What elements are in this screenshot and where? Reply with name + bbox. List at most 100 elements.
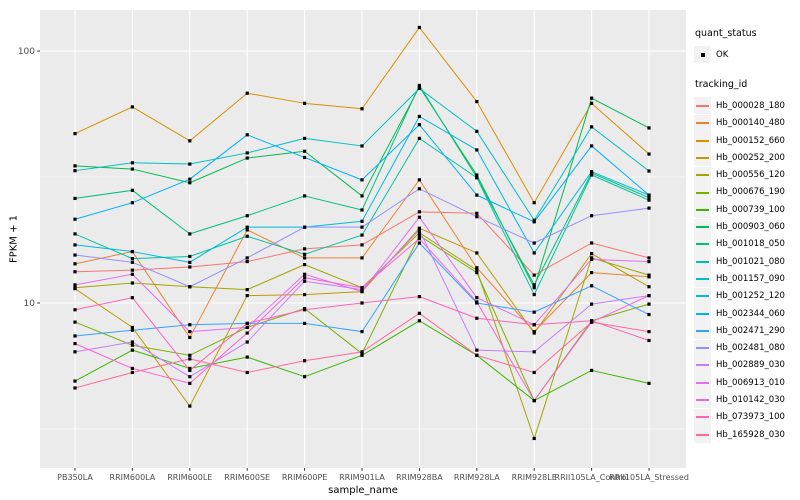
data-point bbox=[303, 263, 307, 267]
legend-line-swatch bbox=[696, 139, 709, 142]
data-point bbox=[188, 285, 192, 289]
legend-key-box bbox=[694, 132, 711, 150]
data-point bbox=[532, 251, 536, 255]
legend-item-Hb_000028_180: Hb_000028_180 bbox=[694, 97, 798, 115]
legend-line-swatch bbox=[696, 260, 709, 263]
data-point bbox=[475, 271, 479, 275]
data-point bbox=[130, 281, 134, 285]
data-point bbox=[590, 252, 594, 256]
panel-background bbox=[40, 10, 686, 468]
data-point bbox=[73, 262, 77, 266]
data-point bbox=[73, 283, 77, 287]
data-point bbox=[303, 194, 307, 198]
data-point bbox=[417, 86, 421, 91]
data-point bbox=[532, 323, 536, 327]
legend-title-quant-status: quant_status bbox=[695, 28, 757, 39]
data-point bbox=[303, 136, 307, 140]
legend-item-Hb_165928_030: Hb_165928_030 bbox=[694, 426, 798, 444]
data-point bbox=[532, 436, 536, 441]
x-axis-title: sample_name bbox=[328, 485, 398, 496]
data-point bbox=[475, 129, 479, 133]
data-point bbox=[590, 271, 594, 275]
data-point bbox=[532, 241, 536, 245]
legend-item-label: Hb_002471_290 bbox=[716, 325, 785, 336]
data-point bbox=[360, 107, 364, 111]
data-point bbox=[417, 123, 421, 127]
data-point bbox=[360, 144, 364, 148]
data-point bbox=[417, 83, 421, 88]
data-point bbox=[188, 381, 192, 385]
data-point bbox=[73, 196, 77, 201]
data-point bbox=[647, 273, 651, 277]
data-point bbox=[417, 295, 421, 299]
y-tick-label: 10 bbox=[24, 299, 36, 309]
legend-key-box bbox=[694, 253, 711, 271]
legend-key-box bbox=[694, 218, 711, 236]
legend-item-label: Hb_002481_080 bbox=[716, 343, 785, 354]
legend-line-swatch bbox=[696, 364, 709, 367]
data-point bbox=[245, 151, 249, 155]
data-point bbox=[647, 302, 651, 306]
data-point bbox=[532, 331, 536, 335]
y-axis-title: FPKM + 1 bbox=[8, 214, 20, 264]
data-point bbox=[73, 286, 77, 290]
data-point bbox=[647, 169, 651, 173]
data-point bbox=[590, 96, 594, 100]
data-point bbox=[303, 101, 307, 105]
data-point bbox=[475, 268, 479, 272]
legend-item-ok: OK bbox=[694, 46, 798, 64]
data-point bbox=[475, 211, 479, 215]
data-point bbox=[303, 256, 307, 260]
data-point bbox=[647, 198, 651, 202]
data-point bbox=[73, 270, 77, 274]
data-point bbox=[475, 300, 479, 304]
data-point bbox=[590, 144, 594, 148]
legend-item-label: Hb_001018_050 bbox=[716, 239, 785, 250]
x-tick-label: RRIM901LA bbox=[339, 473, 385, 482]
legend-item-Hb_010142_030: Hb_010142_030 bbox=[694, 391, 798, 409]
data-point bbox=[73, 379, 77, 383]
data-point bbox=[417, 178, 421, 182]
data-point bbox=[647, 338, 651, 343]
data-point bbox=[245, 225, 249, 229]
legend-item-label: Hb_000556_120 bbox=[716, 170, 785, 181]
data-point bbox=[303, 276, 307, 280]
legend-line-swatch bbox=[696, 243, 709, 246]
data-point bbox=[360, 194, 364, 198]
legend-line-swatch bbox=[696, 329, 709, 332]
legend-key-box bbox=[694, 166, 711, 184]
data-point bbox=[303, 247, 307, 251]
data-point bbox=[303, 321, 307, 325]
data-point bbox=[360, 301, 364, 305]
legend-line-swatch bbox=[696, 433, 709, 436]
data-point bbox=[73, 243, 77, 247]
legend-line-swatch bbox=[696, 208, 709, 211]
data-point bbox=[590, 170, 594, 174]
data-point bbox=[245, 228, 249, 232]
data-point bbox=[188, 335, 192, 340]
data-point bbox=[188, 330, 192, 334]
legend-key-box bbox=[694, 235, 711, 253]
data-point bbox=[360, 178, 364, 182]
data-point bbox=[73, 342, 77, 346]
data-point bbox=[188, 404, 192, 408]
data-point bbox=[73, 217, 77, 221]
legend-item-Hb_002344_060: Hb_002344_060 bbox=[694, 305, 798, 322]
data-point bbox=[130, 201, 134, 205]
data-point bbox=[73, 164, 77, 168]
data-point bbox=[475, 148, 479, 152]
legend-item-label: Hb_165928_030 bbox=[716, 429, 785, 440]
legend-item-label: Hb_002344_060 bbox=[716, 308, 785, 319]
data-point bbox=[360, 289, 364, 294]
data-point bbox=[475, 193, 479, 197]
legend-key-box bbox=[694, 114, 711, 132]
data-point bbox=[647, 256, 651, 260]
data-point bbox=[647, 381, 651, 385]
data-point bbox=[188, 260, 192, 264]
data-point bbox=[360, 219, 364, 223]
data-point bbox=[245, 256, 249, 260]
data-point bbox=[303, 308, 307, 312]
legend-item-label: Hb_001157_090 bbox=[716, 273, 785, 284]
data-point bbox=[245, 321, 249, 325]
